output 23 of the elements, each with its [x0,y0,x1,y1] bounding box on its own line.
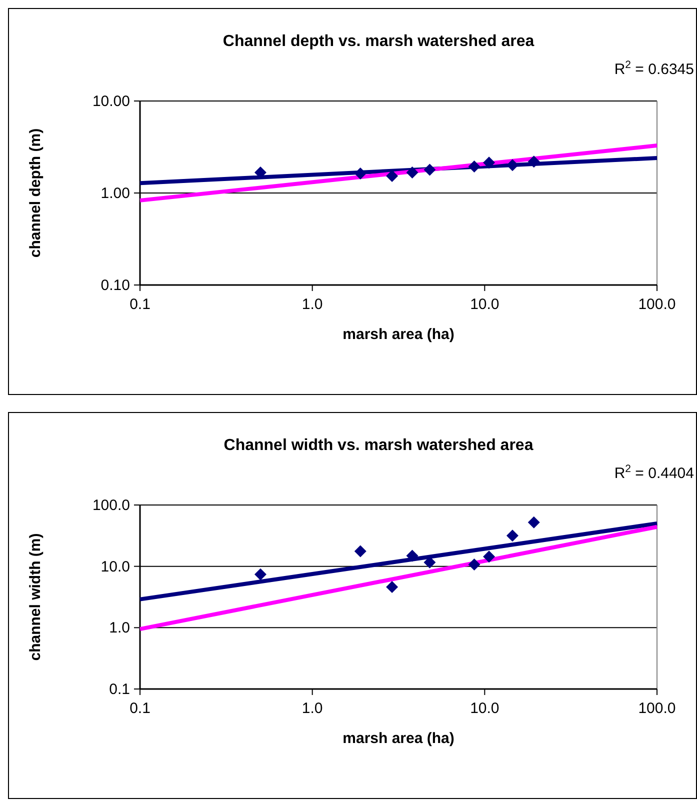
x-tick-label: 1.0 [302,700,323,717]
x-tick-label: 0.1 [130,296,150,313]
chart-title: Channel width vs. marsh watershed area [224,437,534,454]
y-tick-label: 1.00 [100,185,130,202]
x-tick-label: 100.0 [638,700,676,717]
y-tick-label: 10.00 [92,93,130,110]
y-axis-title: channel depth (m) [27,128,44,258]
text: R$^{2}$ = 0.4404 [614,463,694,482]
x-tick-label: 1.0 [302,296,323,313]
y-tick-label: 0.1 [109,681,130,698]
x-axis-title: marsh area (ha) [342,730,454,747]
y-tick-label: 100.0 [92,497,130,514]
y-tick-label: 1.0 [109,620,130,637]
x-tick-label: 10.0 [470,700,500,717]
y-tick-label: 0.10 [100,277,130,294]
x-tick-label: 0.1 [130,700,150,717]
x-tick-label: 10.0 [470,296,500,313]
x-tick-label: 100.0 [638,296,676,313]
text: R$^{2}$ = 0.6345 [614,59,694,78]
y-tick-label: 10.0 [100,558,130,576]
x-axis-title: marsh area (ha) [342,326,454,343]
y-axis-title: channel width (m) [27,533,44,661]
chart-title: Channel depth vs. marsh watershed area [222,33,534,50]
